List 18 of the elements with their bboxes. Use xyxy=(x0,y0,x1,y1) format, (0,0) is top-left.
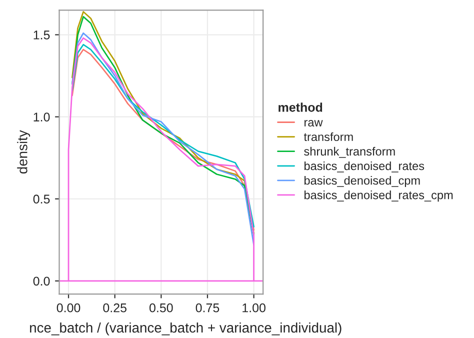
x-tick-label: 1.00 xyxy=(242,303,266,312)
y-axis-title: density xyxy=(17,130,30,174)
legend-label: basics_denoised_rates_cpm xyxy=(304,190,453,202)
legend-label: shrunk_transform xyxy=(304,146,395,158)
x-tick-label: 0.00 xyxy=(56,303,80,312)
x-tick-label: 0.50 xyxy=(149,303,173,312)
legend-label: raw xyxy=(304,120,323,126)
legend-label: transform xyxy=(304,132,353,142)
y-tick-label: 1.5 xyxy=(34,30,50,40)
y-tick-label: 0.0 xyxy=(33,276,50,286)
x-axis-title: nce_batch / (variance_batch + variance_individual) xyxy=(30,322,342,336)
y-tick-label: 1.0 xyxy=(34,112,50,122)
legend-label: basics_denoised_rates xyxy=(304,161,424,172)
legend-label: basics_denoised_cpm xyxy=(304,176,420,188)
y-tick-label: 0.5 xyxy=(33,194,50,204)
x-tick-label: 0.75 xyxy=(196,303,220,312)
x-tick-label: 0.25 xyxy=(103,303,126,312)
legend-title: method xyxy=(278,102,322,112)
